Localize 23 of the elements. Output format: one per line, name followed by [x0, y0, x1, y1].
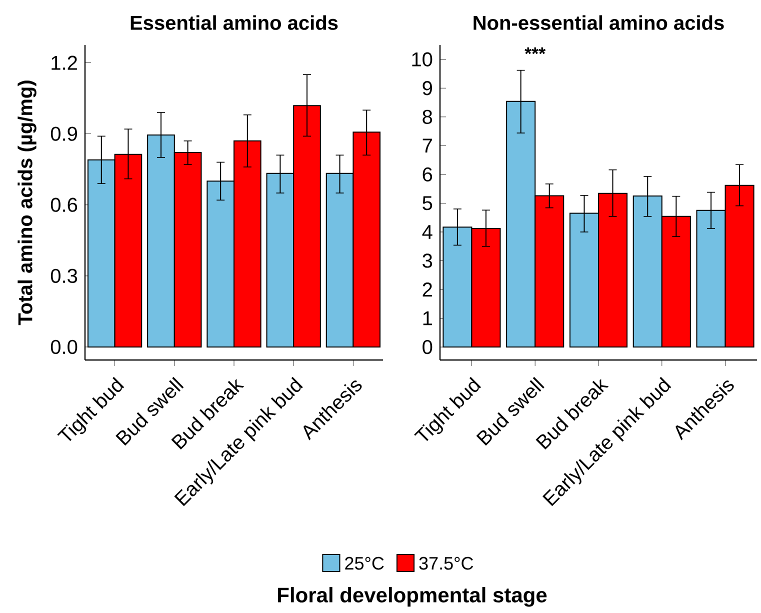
y-axis-title: Total amino acids (µg/mg): [18, 80, 36, 325]
y-tick-label: 0.9: [50, 126, 78, 141]
y-tick-label: 0: [422, 340, 432, 354]
y-tick-label: 10: [412, 52, 432, 66]
y-tick-label: 7: [422, 138, 432, 152]
y-tick-label: 5: [422, 196, 432, 210]
y-tick-label: 8: [422, 110, 432, 124]
y-tick-label: 9: [422, 80, 432, 96]
y-tick-label: 0.3: [50, 268, 78, 283]
y-tick-label: 0.0: [50, 340, 78, 354]
x-axis-title: Floral developmental stage: [278, 586, 547, 607]
legend-label: 37.5°C: [419, 556, 474, 570]
y-tick-label: 1: [423, 311, 432, 325]
y-tick-label: 4: [422, 224, 432, 239]
y-tick-label: 3: [422, 253, 432, 268]
y-tick-label: 6: [422, 167, 432, 182]
chart-title: Essential amino acids: [130, 15, 338, 30]
legend-label: 25°C: [345, 556, 384, 570]
chart-title: Non-essential amino acids: [474, 15, 724, 30]
y-tick-label: 2: [422, 282, 432, 296]
y-tick-label: 1.2: [52, 56, 77, 70]
annotation: ***: [524, 47, 546, 54]
y-tick-label: 0.6: [50, 198, 78, 212]
